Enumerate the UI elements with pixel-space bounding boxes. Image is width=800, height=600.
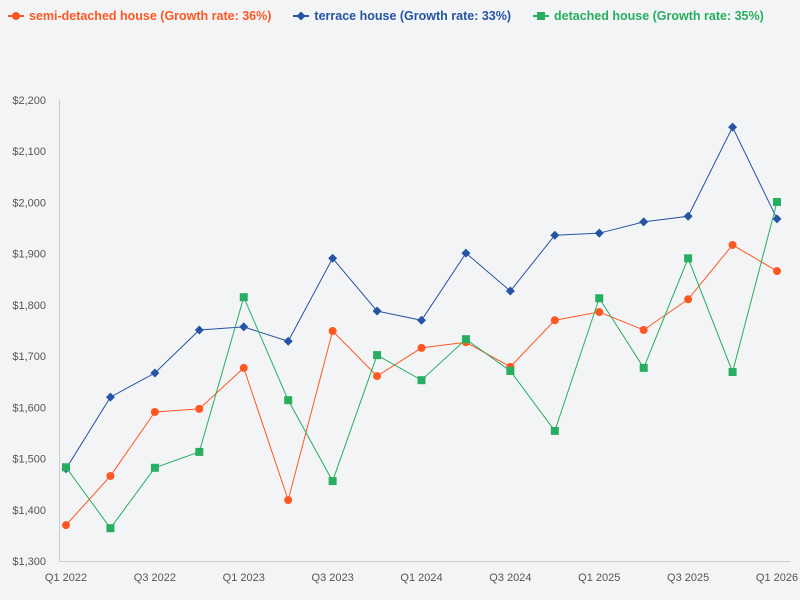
data-point xyxy=(283,336,293,346)
y-tick-label: $1,800 xyxy=(12,300,46,312)
data-point xyxy=(373,372,382,381)
data-point xyxy=(195,404,204,413)
series-line xyxy=(65,201,778,530)
data-point xyxy=(639,363,648,372)
legend-item[interactable]: terrace house (Growth rate: 33%) xyxy=(293,9,511,23)
y-tick-label: $1,700 xyxy=(12,351,46,363)
data-point xyxy=(639,325,648,334)
y-tick-label: $2,200 xyxy=(12,95,46,107)
series-2 xyxy=(62,197,781,533)
circle-marker-icon xyxy=(8,12,24,20)
data-point xyxy=(150,368,160,378)
data-point xyxy=(106,471,115,480)
data-point xyxy=(773,267,781,276)
data-point xyxy=(150,407,159,416)
data-point xyxy=(284,396,293,405)
data-point xyxy=(150,463,159,472)
y-tick-label: $1,600 xyxy=(12,402,46,414)
x-tick-label: Q1 2023 xyxy=(223,572,265,584)
legend-marker xyxy=(296,11,306,21)
y-tick-label: $2,000 xyxy=(12,197,46,209)
data-point xyxy=(62,521,70,530)
data-point xyxy=(683,211,693,221)
y-tick-label: $1,900 xyxy=(12,249,46,261)
data-point xyxy=(550,426,559,435)
data-point xyxy=(194,325,204,335)
data-point xyxy=(461,248,471,258)
square-marker-icon xyxy=(533,12,550,20)
data-point xyxy=(728,367,737,376)
data-point xyxy=(239,363,248,372)
data-point xyxy=(105,392,115,402)
data-point xyxy=(461,335,470,344)
x-tick-label: Q1 2025 xyxy=(578,572,620,584)
x-tick-label: Q3 2025 xyxy=(667,572,709,584)
x-tick-label: Q1 2022 xyxy=(45,572,87,584)
series-line xyxy=(65,126,778,470)
data-point xyxy=(106,524,115,533)
data-point xyxy=(550,230,560,240)
series-1 xyxy=(61,122,782,474)
data-point xyxy=(239,293,248,302)
data-point xyxy=(550,316,559,325)
legend-item[interactable]: semi-detached house (Growth rate: 36%) xyxy=(8,9,271,23)
legend-marker xyxy=(537,12,546,20)
data-point xyxy=(417,343,426,352)
y-tick-label: $1,400 xyxy=(12,505,46,517)
data-point xyxy=(684,295,693,304)
legend-label: detached house (Growth rate: 35%) xyxy=(554,9,764,23)
legend: semi-detached house (Growth rate: 36%) te… xyxy=(8,9,764,23)
data-point xyxy=(595,294,604,303)
data-point xyxy=(239,322,249,332)
diamond-marker-icon xyxy=(293,11,310,21)
data-point xyxy=(594,228,604,238)
data-point xyxy=(328,477,337,486)
data-point xyxy=(595,308,604,317)
x-tick-label: Q3 2023 xyxy=(312,572,354,584)
data-point xyxy=(372,306,382,316)
data-point xyxy=(417,315,426,325)
y-tick-label: $1,500 xyxy=(12,454,46,466)
data-point xyxy=(728,122,738,132)
data-point xyxy=(639,217,649,227)
data-point xyxy=(328,253,338,263)
x-tick-label: Q1 2024 xyxy=(400,572,442,584)
data-point xyxy=(506,366,515,375)
y-tick-label: $1,300 xyxy=(12,556,46,568)
data-point xyxy=(728,240,737,249)
y-tick-label: $2,100 xyxy=(12,146,46,158)
data-point xyxy=(505,286,515,296)
data-point xyxy=(373,351,382,360)
data-point xyxy=(417,376,426,385)
legend-label: semi-detached house (Growth rate: 36%) xyxy=(29,9,272,23)
data-point xyxy=(62,463,70,472)
legend-label: terrace house (Growth rate: 33%) xyxy=(314,9,512,23)
data-point xyxy=(773,197,781,206)
data-point xyxy=(772,214,782,224)
x-tick-label: Q3 2022 xyxy=(134,572,176,584)
legend-item[interactable]: detached house (Growth rate: 35%) xyxy=(533,9,764,23)
x-tick-label: Q3 2024 xyxy=(489,572,531,584)
data-point xyxy=(284,496,293,505)
series-line xyxy=(65,244,778,526)
series-0 xyxy=(62,240,781,530)
data-point xyxy=(328,327,337,336)
data-point xyxy=(195,447,204,456)
legend-marker xyxy=(12,12,20,20)
x-tick-label: Q1 2026 xyxy=(756,572,798,584)
data-point xyxy=(684,254,693,263)
